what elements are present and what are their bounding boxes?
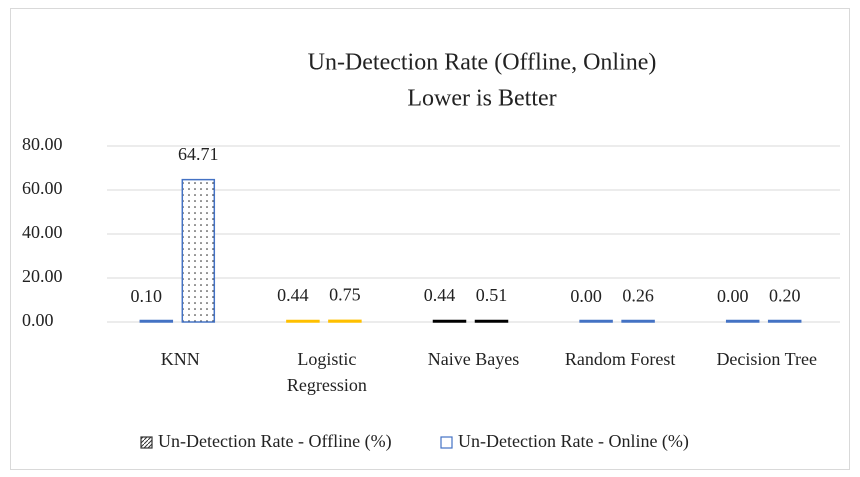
value-label: 0.44 xyxy=(277,285,309,305)
x-tick-label: Logistic Regression xyxy=(286,349,367,395)
value-label: 0.00 xyxy=(717,286,749,306)
value-label: 0.20 xyxy=(769,286,801,306)
chart-title: Un-Detection Rate (Offline, Online) xyxy=(308,50,657,76)
bar xyxy=(181,178,216,323)
legend-swatch xyxy=(440,436,453,449)
bar xyxy=(579,319,613,323)
bar xyxy=(139,319,174,323)
bar xyxy=(725,319,760,323)
value-label: 0.51 xyxy=(476,285,508,305)
y-tick-label: 0.00 xyxy=(22,310,54,330)
value-label: 64.71 xyxy=(178,144,219,164)
bar xyxy=(328,319,362,323)
chart-border xyxy=(10,8,850,470)
legend-label: Un-Detection Rate - Offline (%) xyxy=(158,431,392,452)
value-label: 0.10 xyxy=(131,286,163,306)
value-label: 0.75 xyxy=(329,284,361,304)
legend-swatch xyxy=(140,436,153,449)
bar xyxy=(474,319,509,323)
x-tick-label: KNN xyxy=(160,349,200,369)
x-tick-label: Decision Tree xyxy=(716,349,817,369)
value-label: 0.00 xyxy=(570,286,602,306)
x-tick-label: Random Forest xyxy=(564,349,676,369)
y-tick-label: 60.00 xyxy=(22,178,63,198)
bar xyxy=(621,319,655,323)
value-label: 0.26 xyxy=(622,286,654,306)
bar xyxy=(432,319,467,323)
y-tick-label: 40.00 xyxy=(22,222,63,242)
y-tick-label: 20.00 xyxy=(22,266,63,286)
y-tick-label: 80.00 xyxy=(22,134,63,154)
chart-subtitle: Lower is Better xyxy=(407,86,556,112)
bar xyxy=(767,319,802,323)
x-tick-label: Naive Bayes xyxy=(427,349,520,369)
value-label: 0.44 xyxy=(424,285,456,305)
legend-label: Un-Detection Rate - Online (%) xyxy=(458,431,689,452)
bar xyxy=(286,319,320,323)
